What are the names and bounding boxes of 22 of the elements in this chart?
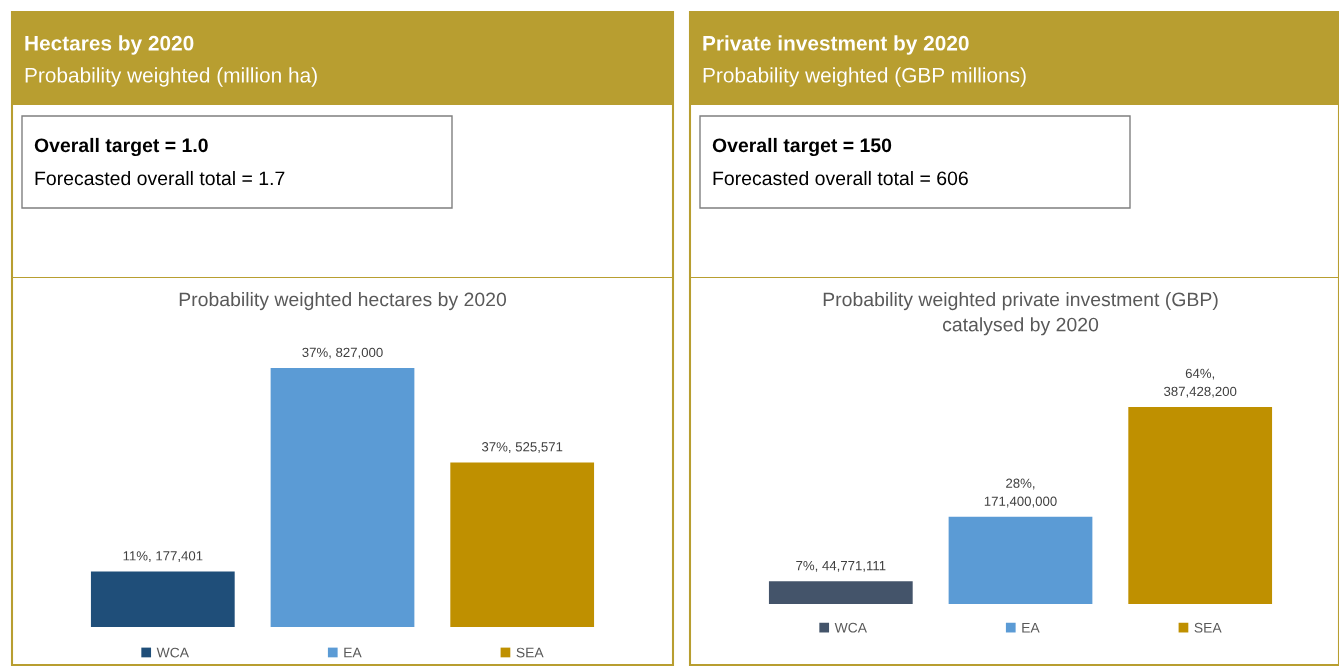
chart-title: Hectares by 2020 [25, 35, 194, 55]
legend-label: WCA [156, 647, 189, 658]
text: Forecasted overall total = 1.7 [35, 170, 285, 186]
legend-label: EA [344, 647, 362, 658]
data-label: 37%, 525,571 [481, 442, 563, 454]
text: Probability weighted hectares by 2020 [179, 292, 507, 311]
data-label: 11%, 177,401 [123, 551, 203, 563]
legend-label: SEA [1194, 622, 1222, 633]
data-label: 7%, 44,771,111 [796, 561, 886, 572]
text: Forecasted overall total = 606 [713, 170, 968, 186]
chart-subtitle: Probability weighted (GBP millions) [703, 67, 1026, 87]
legend-label: WCA [834, 622, 867, 633]
chart-title: Private investment by 2020 [703, 35, 969, 55]
data-label: 37%, 827,000 [302, 347, 383, 359]
data-label: 64%, 387,428,200 [1164, 368, 1237, 398]
text: Probability weighted private investment (GBP) catalysed by 2020 [823, 292, 1218, 336]
chart-subtitle: Probability weighted (million ha) [25, 67, 317, 87]
text: Overall target = 150 [712, 137, 892, 157]
data-label: 28%, 171,400,000 [984, 478, 1057, 508]
legend-label: EA [1022, 622, 1040, 633]
text: Overall target = 1.0 [34, 137, 208, 157]
legend-label: SEA [516, 647, 544, 658]
